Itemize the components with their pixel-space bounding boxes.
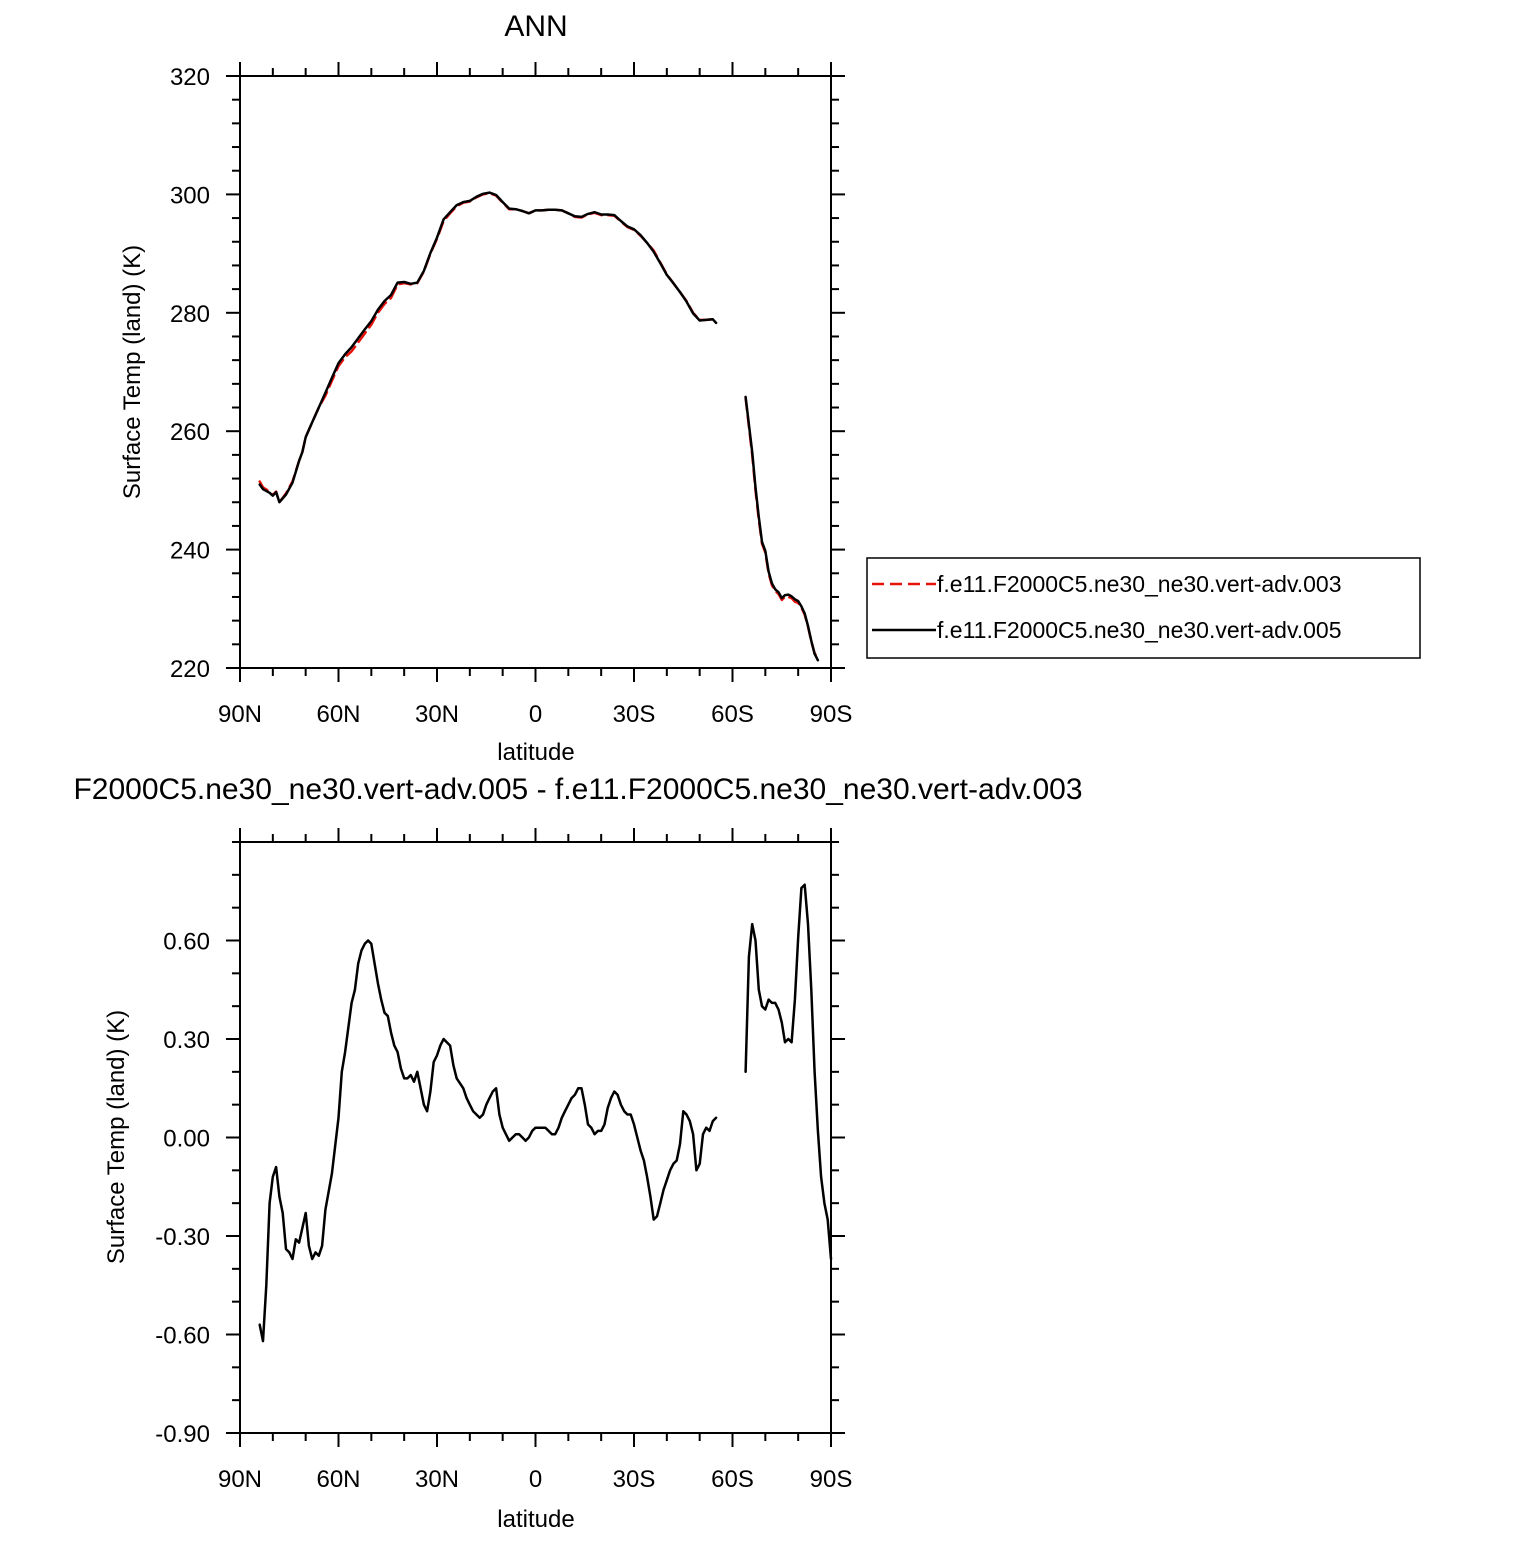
bottom-chart-panel: F2000C5.ne30_ne30.vert-adv.005 - f.e11.F…: [73, 773, 1082, 1533]
x-tick-label: 90N: [218, 1466, 262, 1493]
top-x-axis-title: latitude: [497, 739, 574, 766]
top-y-axis-title: Surface Temp (land) (K): [119, 245, 146, 499]
bottom-x-ticks: 90N 60N 30N 0 30S 60S 90S: [218, 828, 852, 1493]
bottom-y-ticks: -0.90 -0.60 -0.30 0.00 0.30 0.60: [155, 841, 845, 1448]
top-chart-title: ANN: [504, 10, 567, 43]
y-tick-label: 240: [170, 538, 210, 565]
x-tick-label: 60S: [711, 1466, 754, 1493]
legend: f.e11.F2000C5.ne30_ne30.vert-adv.003 f.e…: [866, 557, 1421, 659]
bottom-x-axis-title: latitude: [497, 1506, 574, 1533]
y-tick-label: 320: [170, 64, 210, 91]
y-tick-label: 220: [170, 656, 210, 683]
x-tick-label: 30N: [415, 701, 459, 728]
x-tick-label: 0: [529, 701, 542, 728]
y-tick-label: 280: [170, 301, 210, 328]
y-tick-label: -0.90: [155, 1421, 210, 1448]
chart0-series1-line-segment-1: [744, 395, 820, 662]
legend-box: [866, 557, 1421, 659]
x-tick-label: 30N: [415, 1466, 459, 1493]
chart0-series0-line-segment-0: [258, 191, 718, 504]
chart1-series0-line-segment-1: [744, 883, 833, 1261]
y-tick-label: -0.60: [155, 1323, 210, 1350]
top-y-ticks: 220 240 260 280 300 320: [170, 64, 845, 683]
y-tick-label: 260: [170, 419, 210, 446]
chart1-series0-line-segment-0: [258, 939, 718, 1343]
x-tick-label: 60S: [711, 701, 754, 728]
x-tick-label: 90S: [810, 1466, 853, 1493]
bottom-plot-frame: [239, 841, 832, 1434]
x-tick-label: 60N: [316, 701, 360, 728]
y-tick-label: 0.30: [163, 1027, 210, 1054]
chart0-series1-line-segment-0: [258, 191, 718, 504]
y-tick-label: -0.30: [155, 1224, 210, 1251]
top-chart-series-group: [258, 191, 820, 662]
y-tick-label: 300: [170, 182, 210, 209]
y-tick-label: 0.00: [163, 1126, 210, 1153]
legend-label-005: f.e11.F2000C5.ne30_ne30.vert-adv.005: [937, 617, 1342, 643]
x-tick-label: 90S: [810, 701, 853, 728]
x-tick-label: 60N: [316, 1466, 360, 1493]
x-tick-label: 0: [529, 1466, 542, 1493]
legend-label-003: f.e11.F2000C5.ne30_ne30.vert-adv.003: [937, 571, 1342, 597]
bottom-chart-series-group: [258, 883, 833, 1343]
x-tick-label: 30S: [613, 1466, 656, 1493]
y-tick-label: 0.60: [163, 929, 210, 956]
x-tick-label: 30S: [613, 701, 656, 728]
bottom-chart-title: F2000C5.ne30_ne30.vert-adv.005 - f.e11.F…: [73, 773, 1082, 806]
top-x-ticks: 90N 60N 30N 0 30S 60S 90S: [218, 62, 852, 728]
top-plot-frame: [239, 75, 832, 669]
bottom-y-axis-title: Surface Temp (land) (K): [103, 1010, 130, 1264]
x-tick-label: 90N: [218, 701, 262, 728]
